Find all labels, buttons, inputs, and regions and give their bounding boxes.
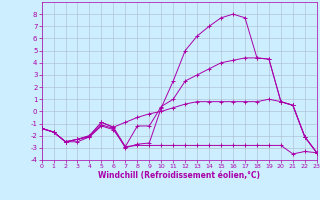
X-axis label: Windchill (Refroidissement éolien,°C): Windchill (Refroidissement éolien,°C): [98, 171, 260, 180]
